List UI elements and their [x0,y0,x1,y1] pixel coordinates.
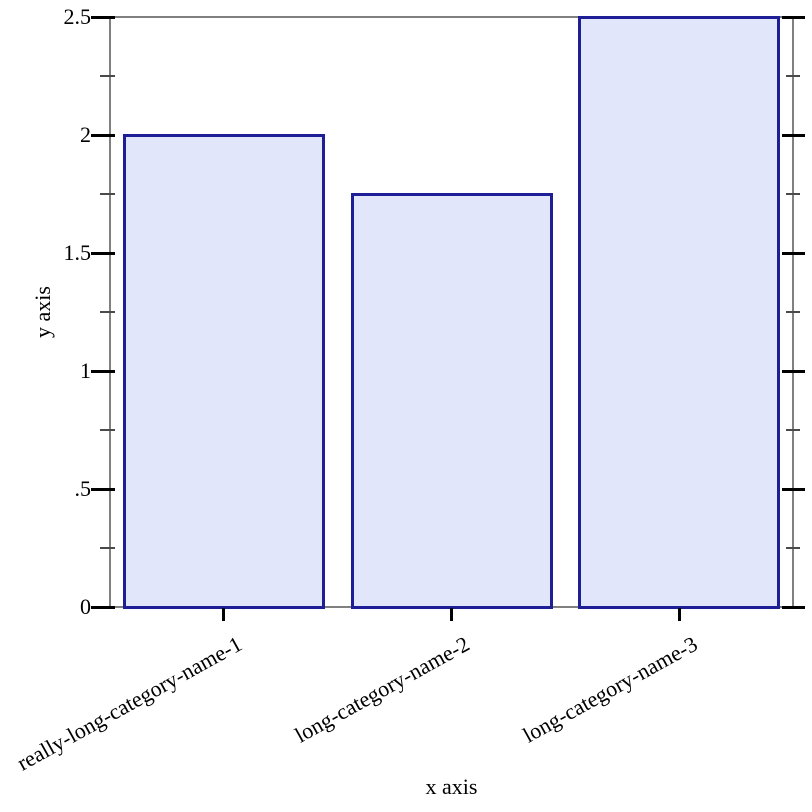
x-category-label: long-category-name-2 [290,631,474,748]
y-major-tick-left [91,369,115,373]
x-category-tick [450,608,453,621]
y-tick-label: .5 [74,476,92,501]
y-minor-tick-right [786,429,800,431]
y-major-tick-right [782,15,805,19]
y-tick-label: 1.5 [63,240,92,265]
y-tick-label: 0 [80,594,91,619]
y-major-tick-right [782,487,805,491]
y-major-tick-left [91,605,115,609]
y-minor-tick-left [100,311,115,313]
y-axis-title: y axis [30,286,55,338]
y-major-tick-right [782,369,805,373]
y-major-tick-right [782,133,805,137]
x-category-label: really-long-category-name-1 [12,631,246,776]
y-major-tick-right [782,251,805,255]
y-minor-tick-left [100,193,115,195]
y-minor-tick-right [786,547,800,549]
bar [578,16,781,609]
y-minor-tick-right [786,311,800,313]
x-axis-title: x axis [425,774,478,799]
y-major-tick-right [782,605,805,609]
y-major-tick-left [91,487,115,491]
y-major-tick-left [91,133,115,137]
y-minor-tick-left [100,429,115,431]
x-category-tick [677,608,681,621]
y-tick-label: 1 [80,358,91,383]
y-tick-label: 2 [80,122,91,147]
top-axis-line [110,16,793,18]
y-minor-tick-left [100,547,115,549]
x-category-label: long-category-name-3 [518,631,702,748]
bar [350,193,553,609]
y-major-tick-left [91,251,115,255]
y-minor-tick-right [786,193,800,195]
y-tick-label: 2.5 [63,4,92,29]
y-minor-tick-right [786,75,800,77]
y-major-tick-left [91,15,115,19]
bar [122,134,325,609]
x-category-tick [222,608,226,621]
y-minor-tick-left [100,75,115,77]
